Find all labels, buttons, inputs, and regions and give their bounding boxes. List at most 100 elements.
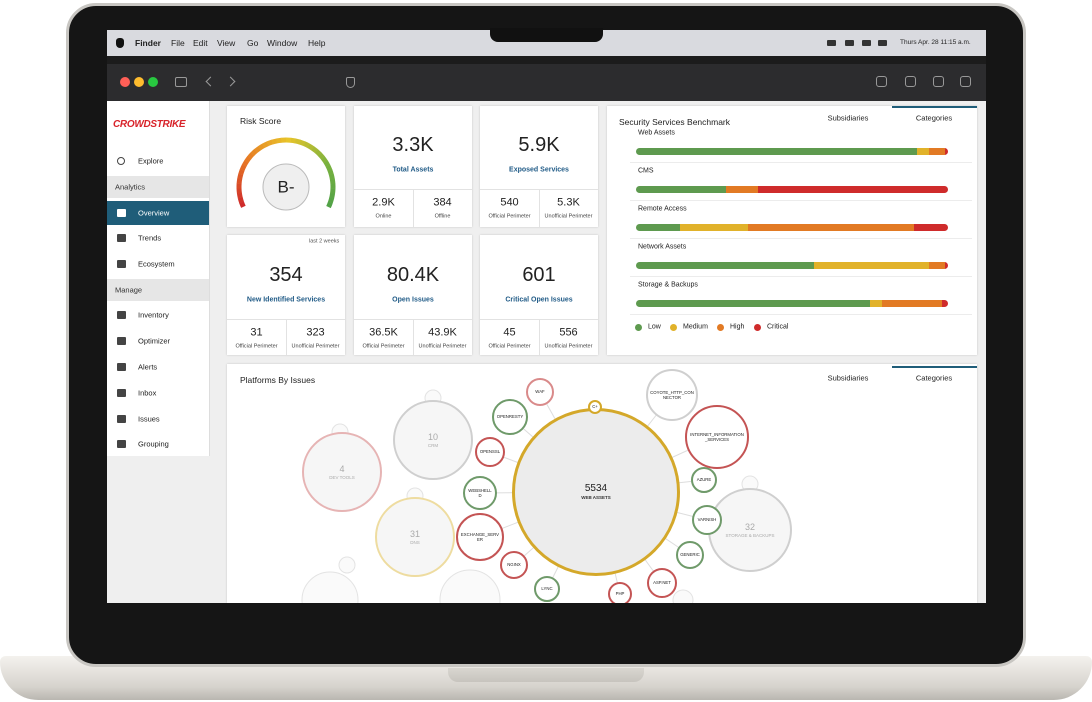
bubble[interactable]: AZURE [691, 467, 717, 493]
card-sub-value: 5.3K [557, 196, 580, 209]
gauge-arc [311, 146, 319, 154]
bubble[interactable]: 32 STORAGE & BACKUPS [708, 488, 792, 572]
menu-item: File [171, 37, 185, 48]
gauge-arc [327, 197, 335, 204]
bubble[interactable]: 10 CRM [393, 400, 473, 480]
logo: CROWDSTRIKE [113, 119, 186, 130]
card-value: 80.4K [386, 264, 440, 286]
status-icon [862, 40, 871, 46]
card-sub-label: Offline [434, 213, 451, 220]
card-label: Open Issues [392, 296, 434, 304]
card-note: last 2 weeks [309, 238, 340, 245]
bubble-decoration [672, 589, 694, 603]
bar-segment [944, 148, 948, 155]
menu-item: Help [308, 37, 326, 48]
bubble[interactable]: PHP [608, 582, 632, 603]
tab[interactable]: Categories [915, 373, 953, 383]
nav-item: Ecosystem [138, 259, 175, 269]
bubble[interactable]: INTERNET_INFORMATION_SERVICES [685, 405, 749, 469]
bubble[interactable]: VARNISH [692, 505, 722, 535]
bubble-label: WAF [535, 389, 545, 395]
bubble[interactable]: C+ [588, 400, 602, 414]
legend-dot [753, 324, 761, 331]
card-divider [413, 189, 414, 227]
bubble-label: GENERIC [680, 552, 700, 558]
bar-segment [636, 186, 727, 193]
nav-item: Alerts [138, 362, 158, 372]
bubble-label: INTERNET_INFORMATION_SERVICES [690, 431, 744, 442]
bubble-value: 31 [409, 528, 420, 539]
bubble[interactable]: EXCHANGE_SERVER [456, 513, 504, 561]
tab-active [892, 366, 977, 368]
tab-active [892, 106, 977, 108]
card-sub-label: Official Perimeter [235, 343, 278, 350]
gauge-arc [327, 169, 334, 176]
card-value: 601 [522, 264, 556, 286]
screen: Finder File Edit View Go Window Help Thurs Apr.… [107, 30, 986, 603]
bar-segment [636, 300, 870, 307]
bubble[interactable]: GENERIC [676, 541, 704, 569]
nav-icon [117, 208, 126, 217]
bubble-value: 32 [744, 521, 755, 532]
benchmark-row-name: Web Assets [638, 129, 675, 137]
nav-icon [117, 414, 126, 423]
tab[interactable]: Subsidiaries [827, 373, 869, 383]
card-label: New Identified Services [246, 296, 326, 304]
tab[interactable]: Subsidiaries [827, 113, 869, 123]
bubble-value: 5534 [584, 483, 608, 495]
card-divider [539, 189, 540, 227]
bar-segment [916, 148, 930, 155]
gauge-arc [254, 146, 262, 154]
bubble[interactable]: COYOTE_HTTP_CONNECTOR [646, 369, 698, 421]
apple-icon [116, 38, 124, 48]
bubble[interactable]: NGINX [500, 551, 528, 579]
nav-section-title: Manage [115, 285, 143, 295]
nav-section [107, 176, 209, 198]
bubble[interactable]: LYNC [534, 576, 560, 602]
gauge-arc [317, 152, 326, 160]
bar-segment [679, 224, 749, 231]
row-separator [630, 276, 972, 277]
tab[interactable]: Categories [915, 113, 953, 123]
nav-icon [117, 260, 126, 269]
card-divider [286, 319, 287, 355]
bubble[interactable]: 5534 WEB ASSETS [512, 408, 680, 576]
legend-label: Low [648, 323, 661, 331]
bubble[interactable]: 4 DEV TOOLS [302, 432, 382, 512]
bubble-label: DNS [410, 539, 420, 545]
bubble[interactable]: OPENSSL [475, 437, 505, 467]
nav-icon [117, 388, 126, 397]
gauge-arc [239, 164, 247, 172]
benchmark-row-name: Remote Access [638, 205, 687, 213]
bubble-value: 10 [427, 431, 438, 442]
card-divider [413, 319, 414, 355]
shield-icon [346, 77, 355, 88]
bar-segment [941, 300, 948, 307]
bubble[interactable]: WAF [526, 378, 554, 406]
legend-dot [634, 324, 642, 331]
card-label: Exposed Services [509, 166, 569, 174]
platforms-title: Platforms By Issues [240, 374, 316, 385]
gauge-arc [328, 173, 335, 180]
gauge-arc [236, 178, 243, 185]
platforms-panel: 5534 WEB ASSETS 10 CRM 4 DEV TOOLS 31 DNS 32 STOR… [227, 364, 977, 603]
card-sub-value: 36.5K [369, 326, 398, 339]
menu-item: Window [267, 37, 298, 48]
nav-item: Trends [138, 233, 162, 243]
bubble[interactable]: WEBSHELLD [463, 476, 497, 510]
benchmark-bar [636, 186, 948, 193]
bar-segment [726, 186, 758, 193]
nav-item: Overview [138, 207, 170, 217]
menu-item: View [217, 37, 236, 48]
nav-item: Issues [138, 413, 160, 423]
legend-dot [716, 324, 724, 331]
card-sub-value: 540 [500, 196, 519, 209]
gauge-arc [247, 152, 255, 160]
card-sub-label: Official Perimeter [362, 343, 405, 350]
bubble[interactable]: OPENRESTY [492, 399, 528, 435]
legend-label: Medium [683, 323, 708, 331]
card-sub-label: Official Perimeter [488, 343, 531, 350]
bubble[interactable]: 31 DNS [375, 497, 455, 577]
bubble[interactable]: ASP.NET [647, 568, 677, 598]
